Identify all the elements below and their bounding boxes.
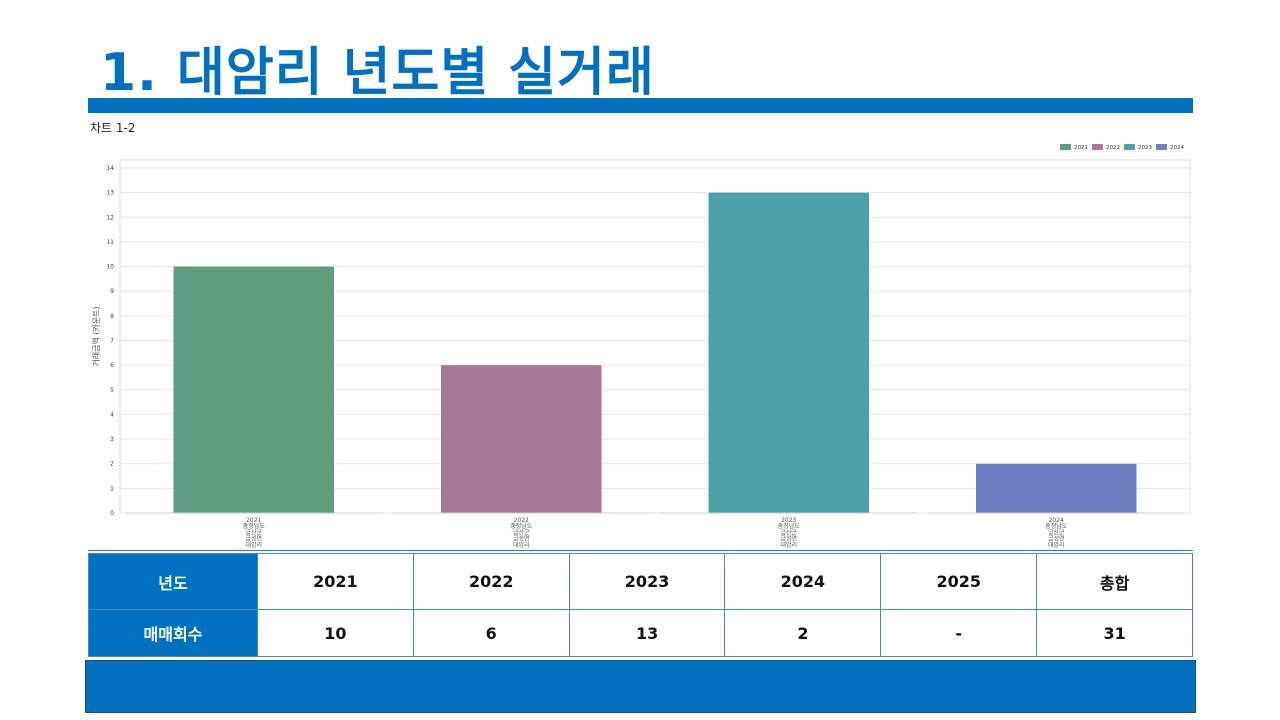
legend-swatch (1060, 144, 1071, 150)
y-tick-label: 12 (106, 214, 114, 221)
table-cell-total-label: 총합 (1036, 553, 1193, 610)
table-cell-year: 2021 (257, 553, 414, 610)
x-tick-label: 금성면 (513, 535, 530, 543)
x-tick-label: 대암리 (513, 541, 530, 549)
title-underline-bar (88, 98, 1193, 113)
x-tick-label: 대암리 (1048, 541, 1065, 549)
x-tick-label: 대암리 (780, 541, 797, 549)
legend-label: 2021 (1074, 145, 1088, 151)
x-tick-label: 충청남도 (1045, 522, 1068, 530)
x-tick-label: 금산군 (1048, 528, 1065, 536)
chart-label: 차트 1-2 (90, 121, 136, 135)
legend-swatch (1156, 144, 1167, 150)
table-cell-total: 31 (1036, 609, 1193, 657)
legend-label: 2023 (1138, 145, 1152, 151)
y-tick-label: 9 (110, 288, 114, 295)
y-tick-label: 4 (110, 411, 114, 418)
x-tick-label: 2021 (246, 517, 261, 524)
legend-swatch (1124, 144, 1135, 150)
x-tick-label: 2022 (514, 517, 529, 524)
y-tick-label: 3 (110, 436, 114, 443)
y-tick-label: 10 (106, 264, 114, 271)
x-tick-label: 충청남도 (510, 522, 533, 530)
y-tick-label: 11 (106, 239, 114, 246)
table-cell-count: 6 (412, 609, 570, 657)
x-tick-label: 금성면 (780, 535, 797, 543)
table-header-count: 매매회수 (88, 609, 258, 657)
bar (976, 463, 1137, 513)
table-cell-count: 10 (257, 609, 414, 657)
bar (173, 266, 334, 513)
bar (708, 192, 869, 513)
table-cell-count: 13 (568, 609, 726, 657)
x-tick-label: 2024 (1049, 517, 1064, 524)
x-tick-label: 금산군 (245, 528, 262, 536)
y-axis-label: 거래금액 (카운트) (91, 306, 101, 366)
y-tick-label: 14 (106, 165, 114, 172)
x-tick-label: 2023 (781, 517, 796, 524)
table-cell-year: 2025 (880, 553, 1038, 610)
table-cell-year: 2023 (568, 553, 726, 610)
legend-swatch (1092, 144, 1103, 150)
separator-line (88, 550, 1193, 551)
y-tick-label: 8 (110, 313, 114, 320)
table-row-years: 년도 2021 2022 2023 2024 2025 총합 (88, 553, 1193, 610)
legend-label: 2022 (1106, 145, 1120, 151)
x-tick-label: 금성면 (245, 535, 262, 543)
x-tick-label: 금성면 (1048, 535, 1065, 543)
y-tick-label: 2 (110, 461, 114, 468)
y-tick-label: 13 (106, 190, 114, 197)
table-cell-count: - (880, 609, 1038, 657)
x-tick-label: 충청남도 (778, 522, 801, 530)
x-tick-label: 금산군 (780, 528, 797, 536)
summary-table: 년도 2021 2022 2023 2024 2025 총합 매매회수 10 6… (88, 553, 1193, 657)
table-header-year: 년도 (88, 553, 258, 610)
table-row-counts: 매매회수 10 6 13 2 - 31 (88, 609, 1193, 657)
table-cell-year: 2024 (724, 553, 882, 610)
x-tick-label: 대암리 (245, 541, 262, 549)
x-tick-label: 금산군 (513, 528, 530, 536)
table-cell-count: 2 (724, 609, 882, 657)
page-title: 1. 대암리 년도별 실거래 (100, 43, 655, 103)
x-tick-label: 충청남도 (243, 522, 266, 530)
y-tick-label: 6 (110, 362, 114, 369)
y-tick-label: 0 (110, 510, 114, 517)
footer-bar (85, 660, 1196, 713)
y-tick-label: 5 (110, 387, 114, 394)
legend-label: 2024 (1170, 145, 1184, 151)
y-tick-label: 1 (110, 485, 114, 492)
bar (441, 365, 602, 513)
table-cell-year: 2022 (412, 553, 570, 610)
y-tick-label: 7 (110, 338, 114, 345)
